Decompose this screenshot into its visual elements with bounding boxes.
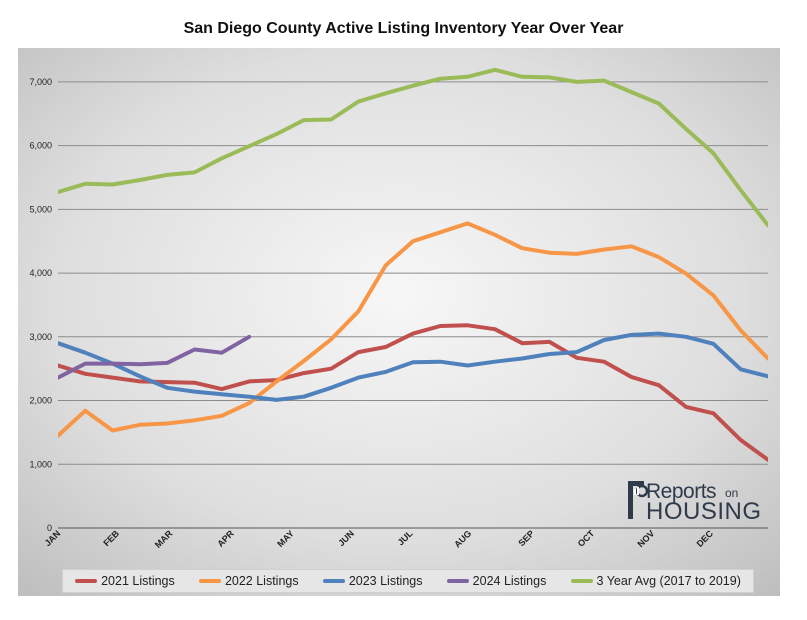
legend-label: 2021 Listings xyxy=(101,574,175,588)
legend-swatch xyxy=(198,579,221,583)
legend-label: 3 Year Avg (2017 to 2019) xyxy=(596,574,741,588)
y-tick-label: 2,000 xyxy=(29,396,52,406)
y-tick-label: 0 xyxy=(47,523,52,533)
logo-on-text: on xyxy=(725,486,739,500)
series-line-1 xyxy=(58,221,768,438)
series-line-2 xyxy=(58,331,768,402)
logo-housing-text: HOUSING xyxy=(646,498,762,525)
y-tick-label: 7,000 xyxy=(29,77,52,87)
series-line-4 xyxy=(58,67,768,228)
legend-item-2: 2023 Listings xyxy=(322,574,423,588)
magnifier-icon xyxy=(628,481,648,519)
legend-label: 2024 Listings xyxy=(472,574,547,588)
y-tick-label: 5,000 xyxy=(29,204,52,214)
series-line-0 xyxy=(58,323,768,462)
y-tick-label: 1,000 xyxy=(29,459,52,469)
y-tick-label: 3,000 xyxy=(29,332,52,342)
legend-item-1: 2022 Listings xyxy=(198,574,299,588)
series-line-3 xyxy=(58,334,252,380)
legend-swatch xyxy=(322,579,345,583)
chart-title: San Diego County Active Listing Inventor… xyxy=(183,20,624,37)
reports-on-housing-logo: Reports on HOUSING xyxy=(622,477,762,525)
logo-reports-text: Reports xyxy=(646,480,717,503)
y-axis-ticks: 0 1,000 2,000 3,000 4,000 5,000 6,000 7,000 xyxy=(29,77,52,533)
legend-swatch xyxy=(446,579,469,583)
legend-label: 2023 Listings xyxy=(348,574,423,588)
chart-area-background xyxy=(18,48,780,596)
gridlines xyxy=(58,81,768,529)
legend-label: 2022 Listings xyxy=(224,574,299,588)
legend-item-0: 2021 Listings xyxy=(75,574,175,588)
legend-swatch xyxy=(75,579,98,583)
y-tick-label: 6,000 xyxy=(29,141,52,151)
y-tick-label: 4,000 xyxy=(29,268,52,278)
series-lines xyxy=(58,67,768,462)
legend-item-4: 3 Year Avg (2017 to 2019) xyxy=(570,574,741,588)
legend: 2021 Listings 2022 Listings 2023 Listings 2… xyxy=(62,569,754,593)
legend-swatch xyxy=(570,579,593,583)
legend-item-3: 2024 Listings xyxy=(446,574,547,588)
